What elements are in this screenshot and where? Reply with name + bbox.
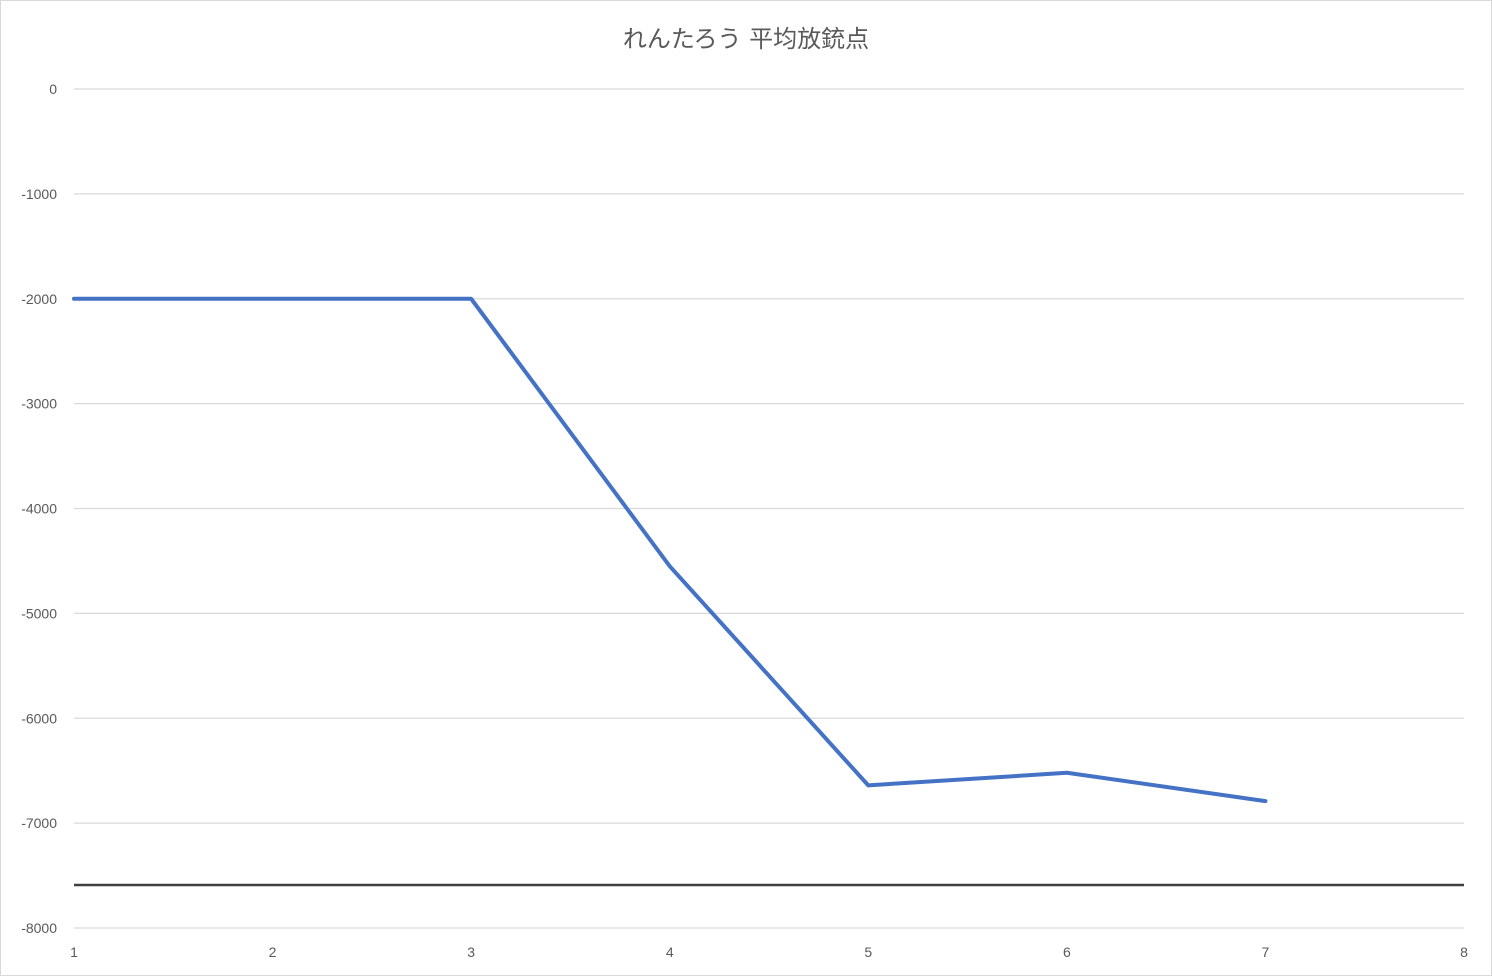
y-tick-label: 0: [49, 81, 57, 97]
x-tick-label: 3: [467, 944, 475, 960]
x-tick-label: 8: [1460, 944, 1468, 960]
y-tick-label: -7000: [21, 815, 57, 831]
y-tick-label: -8000: [21, 920, 57, 936]
y-tick-label: -5000: [21, 605, 57, 621]
y-tick-label: -4000: [21, 501, 57, 517]
chart-title: れんたろう 平均放銃点: [622, 25, 870, 53]
x-tick-label: 5: [864, 944, 872, 960]
series-line: [72, 296, 1268, 804]
x-tick-label: 1: [70, 944, 78, 960]
x-tick-label: 7: [1262, 944, 1270, 960]
x-tick-label: 6: [1063, 944, 1071, 960]
y-tick-label: -6000: [21, 710, 57, 726]
y-tick-label: -1000: [21, 186, 57, 202]
x-tick-label: 4: [666, 944, 674, 960]
x-tick-label: 2: [269, 944, 277, 960]
y-tick-label: -2000: [21, 291, 57, 307]
y-tick-label: -3000: [21, 396, 57, 412]
